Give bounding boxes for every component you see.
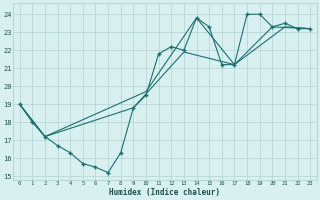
X-axis label: Humidex (Indice chaleur): Humidex (Indice chaleur): [109, 188, 220, 197]
